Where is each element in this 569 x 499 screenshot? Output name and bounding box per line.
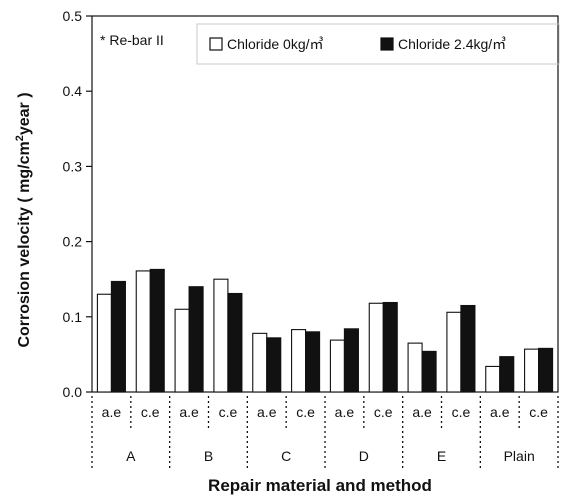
x-method-label: a.e: [179, 404, 199, 420]
x-group-label: A: [126, 448, 136, 464]
legend-label-series-2: Chloride 2.4kg/㎥: [398, 36, 506, 52]
y-tick-label: 0.2: [63, 234, 83, 250]
legend-swatch-series-1: [209, 37, 223, 51]
bar-series-2: [305, 331, 321, 393]
bar-series-2: [538, 347, 554, 393]
y-tick-label: 0.1: [63, 309, 83, 325]
bar-series-2: [188, 286, 204, 393]
x-method-label: a.e: [490, 404, 510, 420]
legend-swatch-series-2: [380, 37, 394, 51]
legend: Chloride 0kg/㎥ Chloride 2.4kg/㎥: [196, 23, 560, 65]
plot-frame: [91, 15, 559, 393]
bar-series-1: [135, 270, 151, 393]
y-tick-label: 0.5: [63, 8, 83, 24]
bar-series-1: [368, 302, 384, 393]
legend-label-series-1: Chloride 0kg/㎥: [227, 36, 324, 52]
bar-series-2: [460, 304, 476, 393]
bar-series-2: [110, 280, 126, 393]
x-method-label: c.e: [219, 404, 238, 420]
bar-series-1: [174, 308, 190, 393]
bar-series-1: [291, 329, 307, 393]
bar-series-1: [213, 278, 229, 393]
x-method-label: a.e: [102, 404, 122, 420]
bar-series-1: [524, 348, 540, 393]
bar-series-2: [149, 268, 165, 393]
bar-series-2: [227, 292, 243, 393]
y-tick-label: 0.3: [63, 158, 83, 174]
x-group-label: Plain: [504, 448, 535, 464]
x-group-label: C: [281, 448, 291, 464]
x-group-label: E: [437, 448, 446, 464]
x-group-label: B: [204, 448, 213, 464]
x-method-label: c.e: [529, 404, 548, 420]
x-method-label: a.e: [412, 404, 432, 420]
chart-note: * Re-bar II: [100, 32, 164, 48]
x-method-label: c.e: [374, 404, 393, 420]
x-method-label: a.e: [257, 404, 277, 420]
bar-series-1: [96, 293, 112, 393]
bar-series-1: [485, 365, 501, 393]
bar-series-2: [499, 356, 515, 393]
bar-series-2: [421, 350, 437, 393]
x-method-label: c.e: [296, 404, 315, 420]
plot-area: 0.0 0.1 0.2 0.3 0.4 0.5 a.e c.e a.e c.e a.e c.e a.e c…: [63, 8, 559, 470]
bar-series-1: [329, 339, 345, 393]
bar-series-1: [446, 311, 462, 393]
bar-series-2: [266, 337, 282, 393]
y-tick-label: 0.0: [63, 384, 83, 400]
bar-series-1: [407, 342, 423, 393]
y-tick-label: 0.4: [63, 83, 83, 99]
bar-series-1: [252, 332, 268, 393]
y-axis-title: Corrosion velocity ( mg/cm2year ): [14, 92, 33, 347]
x-group-label: D: [359, 448, 369, 464]
x-axis-title: Repair material and method: [208, 476, 432, 495]
bar-series-2: [382, 301, 398, 393]
x-method-label: c.e: [141, 404, 160, 420]
bar-series-2: [343, 328, 359, 393]
x-method-label: a.e: [335, 404, 355, 420]
x-method-label: c.e: [452, 404, 471, 420]
